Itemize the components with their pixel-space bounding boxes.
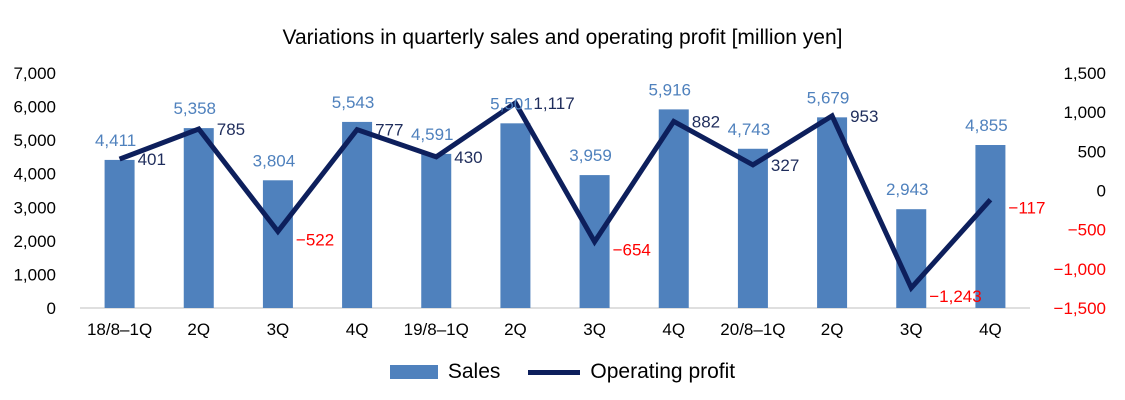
operating-profit-data-label: 430 xyxy=(454,148,482,167)
x-tick-label: 3Q xyxy=(900,320,923,339)
x-tick-label: 2Q xyxy=(187,320,210,339)
sales-data-label: 4,743 xyxy=(728,120,771,139)
y-right-tick-label: −1,000 xyxy=(1054,260,1106,279)
y-left-tick-label: 7,000 xyxy=(13,64,56,83)
sales-bar xyxy=(183,128,214,308)
y-left-tick-label: 2,000 xyxy=(13,232,56,251)
sales-bar xyxy=(262,180,293,308)
operating-profit-data-label: 785 xyxy=(217,120,245,139)
sales-bar xyxy=(342,121,373,308)
x-tick-label: 4Q xyxy=(662,320,685,339)
sales-data-label: 4,855 xyxy=(965,116,1008,135)
sales-data-label: 5,916 xyxy=(648,80,691,99)
sales-data-label: 3,804 xyxy=(253,151,296,170)
chart-title: Variations in quarterly sales and operat… xyxy=(282,26,843,49)
sales-data-label: 5,543 xyxy=(332,93,375,112)
operating-profit-data-label: −654 xyxy=(613,241,651,260)
x-tick-label: 2Q xyxy=(504,320,527,339)
y-left-tick-label: 6,000 xyxy=(13,98,56,117)
sales-bar xyxy=(500,123,531,308)
operating-profit-data-label: −117 xyxy=(1008,199,1045,218)
x-tick-label: 3Q xyxy=(267,320,290,339)
legend-item-sales: Sales xyxy=(389,360,501,384)
x-tick-label: 20/8–1Q xyxy=(720,320,785,339)
y-left-tick-label: 3,000 xyxy=(13,198,56,217)
operating-profit-data-label: 401 xyxy=(138,150,166,169)
legend-item-operating-profit: Operating profit xyxy=(528,360,735,384)
operating-profit-line xyxy=(118,99,993,293)
legend-swatch-sales xyxy=(389,365,438,379)
sales-bar xyxy=(658,109,689,309)
sales-bar xyxy=(896,209,927,308)
x-tick-label: 3Q xyxy=(583,320,606,339)
sales-bar xyxy=(975,145,1006,308)
sales-data-label: 2,943 xyxy=(886,180,929,199)
y-left-tick-label: 4,000 xyxy=(13,165,56,184)
y-left-tick-label: 5,000 xyxy=(13,131,56,150)
operating-profit-data-label: 953 xyxy=(850,107,878,126)
sales-bar xyxy=(737,148,768,308)
y-right-tick-label: −500 xyxy=(1068,221,1106,240)
sales-bar xyxy=(104,159,135,308)
operating-profit-data-label: −522 xyxy=(296,230,334,249)
x-tick-label: 2Q xyxy=(821,320,844,339)
legend-label-sales: Sales xyxy=(447,360,501,383)
x-tick-label: 4Q xyxy=(979,320,1002,339)
y-right-tick-label: 1,000 xyxy=(1063,103,1106,122)
y-right-tick-label: 0 xyxy=(1097,182,1106,201)
y-left-tick-label: 1,000 xyxy=(13,265,56,284)
y-right-tick-label: 500 xyxy=(1078,142,1106,161)
sales-data-label: 4,411 xyxy=(95,131,136,150)
operating-profit-data-label: 327 xyxy=(771,156,799,175)
y-right-tick-label: −1,500 xyxy=(1054,299,1106,318)
legend-label-operating-profit: Operating profit xyxy=(590,360,736,383)
y-left-tick-label: 0 xyxy=(47,299,56,318)
y-right-tick-label: 1,500 xyxy=(1063,64,1106,83)
operating-profit-data-label: 1,117 xyxy=(533,94,574,113)
sales-data-label: 4,591 xyxy=(411,125,454,144)
sales-data-label: 5,679 xyxy=(807,88,850,107)
x-tick-label: 18/8–1Q xyxy=(87,320,152,339)
operating-profit-data-label: −1,243 xyxy=(929,287,981,306)
sales-bar xyxy=(817,117,848,308)
legend-swatch-operating-profit xyxy=(528,369,581,375)
sales-bar xyxy=(421,153,452,308)
sales-data-label: 5,501 xyxy=(490,94,533,113)
sales-data-label: 3,959 xyxy=(569,146,612,165)
operating-profit-data-label: 777 xyxy=(375,121,403,140)
operating-profit-data-label: 882 xyxy=(692,112,720,131)
x-tick-label: 4Q xyxy=(346,320,369,339)
chart-legend: Sales Operating profit xyxy=(0,360,1125,384)
x-tick-label: 19/8–1Q xyxy=(404,320,469,339)
sales-data-label: 5,358 xyxy=(173,99,216,118)
